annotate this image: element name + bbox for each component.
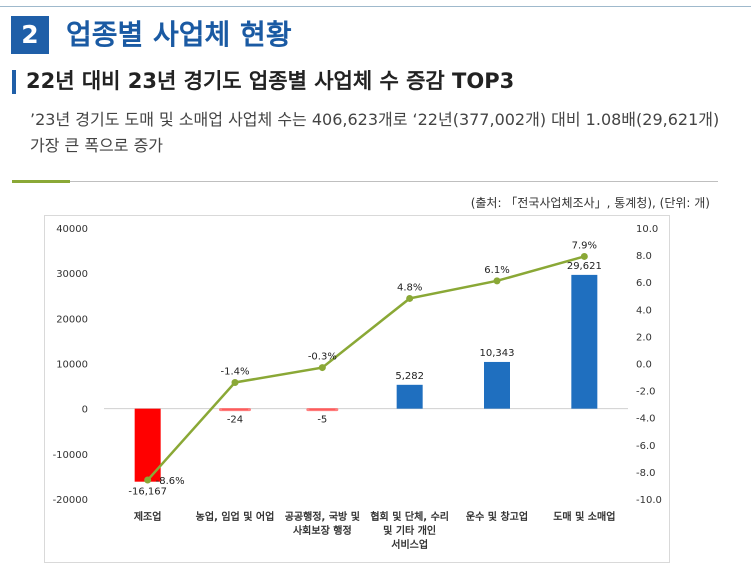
growth-rate-point	[493, 277, 501, 285]
y-right-tick-label: 8.0	[636, 251, 652, 262]
y-left-tick-label: -10000	[53, 450, 88, 461]
x-category-label: 운수 및 창고업	[466, 510, 528, 523]
chart-container: 40000 30000 20000 10000 0 -10000 -20000 10.0 8.0…	[44, 215, 670, 563]
y-right-tick-label: 4.0	[636, 305, 652, 316]
section-number-badge: 2	[11, 16, 49, 54]
y-left-tick-label: -20000	[53, 495, 88, 506]
growth-rate-label: 7.9%	[572, 240, 597, 251]
bar	[396, 384, 423, 409]
y-left-tick-label: 40000	[56, 224, 88, 235]
growth-rate-label: 4.8%	[397, 282, 422, 293]
growth-rate-point	[580, 252, 588, 260]
growth-rate-point	[231, 378, 239, 386]
x-category-label: 사회보장 행정	[293, 524, 352, 537]
subtitle-marker	[12, 70, 16, 94]
bar-data-label: -16,167	[128, 487, 167, 498]
y-right-tick-label: 10.0	[636, 224, 658, 235]
y-right-tick-label: 2.0	[636, 332, 652, 343]
y-right-tick-label: -8.0	[636, 468, 656, 479]
bar-data-label: 29,621	[567, 261, 602, 272]
x-category-label: 공공행정, 국방 및	[285, 510, 360, 523]
growth-rate-point	[144, 476, 152, 484]
source-note: (출처: 「전국사업체조사」, 통계청), (단위: 개)	[470, 196, 710, 210]
bar-data-label: -24	[227, 415, 243, 426]
bar-small-marker	[219, 408, 251, 412]
growth-rate-point	[318, 364, 326, 372]
top-divider	[0, 6, 751, 7]
section-divider-accent	[12, 180, 70, 183]
bar-small-marker	[306, 408, 339, 412]
y-left-tick-label: 20000	[56, 314, 88, 325]
bar-data-label: 10,343	[480, 348, 515, 359]
subtitle: 22년 대비 23년 경기도 업종별 사업체 수 증감 TOP3	[26, 69, 515, 93]
chart-frame	[44, 215, 670, 563]
x-category-label: 농업, 임업 및 어업	[196, 510, 275, 523]
x-category-label: 서비스업	[391, 538, 428, 551]
bar	[571, 274, 598, 409]
bar-data-label: 5,282	[395, 371, 424, 382]
y-left-tick-label: 30000	[56, 269, 88, 280]
y-right-tick-label: 6.0	[636, 278, 652, 289]
growth-rate-label: -0.3%	[308, 352, 337, 363]
x-category-label: 도매 및 소매업	[553, 510, 615, 523]
y-right-tick-label: -10.0	[636, 495, 662, 506]
y-right-tick-label: -4.0	[636, 414, 656, 425]
y-left-tick-label: 0	[82, 405, 88, 416]
x-category-label: 및 기타 개인	[383, 524, 436, 537]
growth-rate-label: -1.4%	[220, 366, 249, 377]
section-title: 업종별 사업체 현황	[66, 18, 292, 51]
y-left-tick-label: 10000	[56, 360, 88, 371]
y-right-tick-label: -2.0	[636, 387, 656, 398]
description-text: ’23년 경기도 도매 및 소매업 사업체 수는 406,623개로 ‘22년(…	[30, 110, 720, 155]
growth-rate-point	[406, 294, 414, 302]
section-divider	[12, 181, 718, 182]
x-category-label: 제조업	[134, 510, 162, 523]
bar	[484, 361, 510, 409]
growth-rate-line	[146, 255, 585, 481]
combo-chart: 40000 30000 20000 10000 0 -10000 -20000 10.0 8.0…	[53, 224, 662, 551]
bar-data-label: -5	[317, 415, 327, 426]
x-category-label: 협회 및 단체, 수리	[370, 510, 449, 523]
growth-rate-label: -8.6%	[156, 476, 185, 487]
growth-rate-label: 6.1%	[484, 265, 509, 276]
y-right-tick-label: -6.0	[636, 441, 656, 452]
y-right-tick-label: 0.0	[636, 360, 652, 371]
